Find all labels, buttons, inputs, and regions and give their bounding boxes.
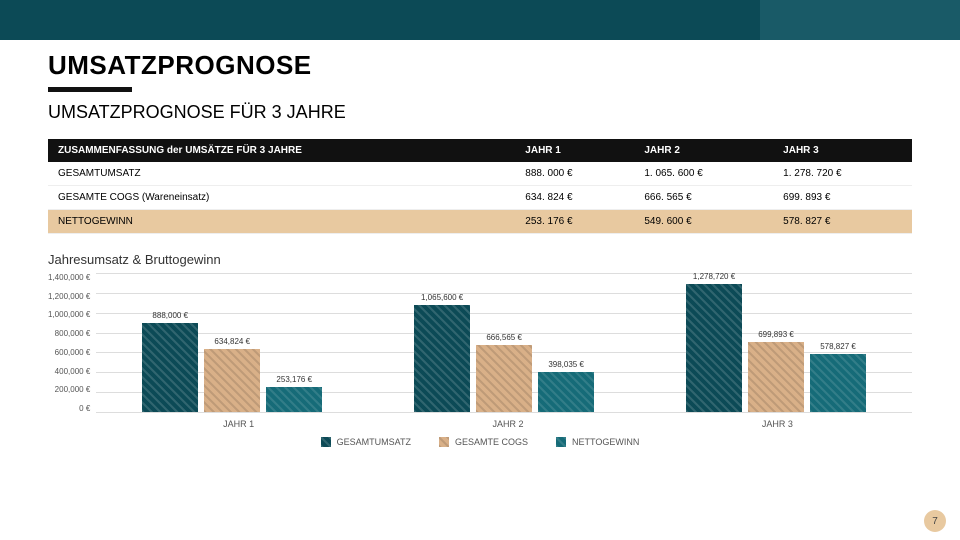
bar-value-label: 398,035 €: [548, 360, 584, 369]
summary-table: ZUSAMMENFASSUNG der UMSÄTZE FÜR 3 JAHRE …: [48, 139, 912, 234]
bar-value-label: 578,827 €: [820, 342, 856, 351]
y-tick-label: 600,000 €: [48, 348, 90, 357]
bar-value-label: 888,000 €: [152, 311, 188, 320]
x-tick-label: JAHR 2: [373, 413, 642, 429]
col-summary: ZUSAMMENFASSUNG der UMSÄTZE FÜR 3 JAHRE: [48, 139, 515, 162]
legend-swatch: [439, 437, 449, 447]
chart: 1,400,000 € 1,200,000 € 1,000,000 € 800,000…: [48, 273, 912, 413]
bar-group: 888,000 €634,824 €253,176 €: [96, 273, 368, 412]
bar-group: 1,278,720 €699,893 €578,827 €: [640, 273, 912, 412]
page-subtitle: UMSATZPROGNOSE FÜR 3 JAHRE: [48, 102, 912, 123]
row-value: 666. 565 €: [634, 186, 773, 210]
page-number: 7: [924, 510, 946, 532]
bar-value-label: 699,893 €: [758, 330, 794, 339]
bar: 699,893 €: [748, 342, 804, 412]
x-tick-label: JAHR 3: [643, 413, 912, 429]
x-axis: JAHR 1JAHR 2JAHR 3: [48, 413, 912, 429]
bar-value-label: 666,565 €: [486, 333, 522, 342]
legend-swatch: [556, 437, 566, 447]
gridline: [96, 412, 912, 413]
y-tick-label: 200,000 €: [48, 385, 90, 394]
y-axis: 1,400,000 € 1,200,000 € 1,000,000 € 800,000…: [48, 273, 96, 413]
row-value: 549. 600 €: [634, 210, 773, 234]
row-value: 1. 065. 600 €: [634, 162, 773, 186]
legend-label: GESAMTE COGS: [455, 437, 528, 447]
table-row: GESAMTE COGS (Wareneinsatz)634. 824 €666…: [48, 186, 912, 210]
bar-value-label: 1,278,720 €: [693, 272, 735, 281]
header-corner: [760, 0, 960, 40]
bar: 1,065,600 €: [414, 305, 470, 412]
y-tick-label: 400,000 €: [48, 367, 90, 376]
bar-value-label: 1,065,600 €: [421, 293, 463, 302]
y-tick-label: 1,400,000 €: [48, 273, 90, 282]
row-value: 253. 176 €: [515, 210, 634, 234]
x-tick-label: JAHR 1: [104, 413, 373, 429]
bar-group: 1,065,600 €666,565 €398,035 €: [368, 273, 640, 412]
table-row: GESAMTUMSATZ888. 000 €1. 065. 600 €1. 27…: [48, 162, 912, 186]
col-year2: JAHR 2: [634, 139, 773, 162]
legend: GESAMTUMSATZ GESAMTE COGS NETTOGEWINN: [48, 437, 912, 447]
row-value: 634. 824 €: [515, 186, 634, 210]
row-value: 699. 893 €: [773, 186, 912, 210]
bar: 888,000 €: [142, 323, 198, 412]
row-value: 1. 278. 720 €: [773, 162, 912, 186]
y-tick-label: 0 €: [48, 404, 90, 413]
title-underline: [48, 87, 132, 92]
col-year1: JAHR 1: [515, 139, 634, 162]
table-header-row: ZUSAMMENFASSUNG der UMSÄTZE FÜR 3 JAHRE …: [48, 139, 912, 162]
bar-groups: 888,000 €634,824 €253,176 €1,065,600 €66…: [96, 273, 912, 412]
bar-value-label: 634,824 €: [214, 337, 250, 346]
plot-area: 888,000 €634,824 €253,176 €1,065,600 €66…: [96, 273, 912, 413]
row-value: 888. 000 €: [515, 162, 634, 186]
bar: 578,827 €: [810, 354, 866, 412]
legend-item: GESAMTUMSATZ: [321, 437, 411, 447]
legend-label: NETTOGEWINN: [572, 437, 639, 447]
legend-item: NETTOGEWINN: [556, 437, 639, 447]
legend-label: GESAMTUMSATZ: [337, 437, 411, 447]
bar: 398,035 €: [538, 372, 594, 412]
header-band: [0, 0, 960, 40]
col-year3: JAHR 3: [773, 139, 912, 162]
bar: 634,824 €: [204, 349, 260, 412]
y-tick-label: 800,000 €: [48, 329, 90, 338]
bar: 1,278,720 €: [686, 284, 742, 412]
y-tick-label: 1,200,000 €: [48, 292, 90, 301]
row-label: NETTOGEWINN: [48, 210, 515, 234]
table-row: NETTOGEWINN253. 176 €549. 600 €578. 827 …: [48, 210, 912, 234]
chart-title: Jahresumsatz & Bruttogewinn: [48, 252, 912, 267]
bar-value-label: 253,176 €: [276, 375, 312, 384]
row-value: 578. 827 €: [773, 210, 912, 234]
page-title: UMSATZPROGNOSE: [48, 50, 912, 81]
bar: 253,176 €: [266, 387, 322, 412]
legend-swatch: [321, 437, 331, 447]
y-tick-label: 1,000,000 €: [48, 310, 90, 319]
row-label: GESAMTUMSATZ: [48, 162, 515, 186]
bar: 666,565 €: [476, 345, 532, 412]
legend-item: GESAMTE COGS: [439, 437, 528, 447]
row-label: GESAMTE COGS (Wareneinsatz): [48, 186, 515, 210]
page-content: UMSATZPROGNOSE UMSATZPROGNOSE FÜR 3 JAHR…: [0, 50, 960, 447]
